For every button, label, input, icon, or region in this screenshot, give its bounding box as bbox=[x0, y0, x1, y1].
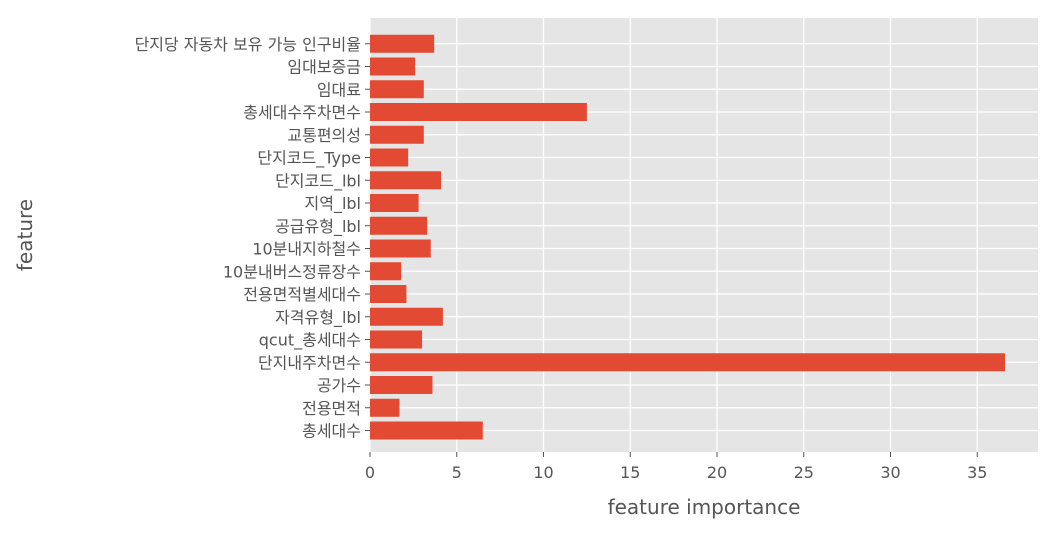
x-tick-labels: 0 5 10 15 20 25 30 35 bbox=[365, 452, 987, 482]
bar bbox=[370, 103, 587, 121]
y-tick-label: qcut_총세대수 bbox=[259, 331, 361, 351]
x-tick-label: 5 bbox=[452, 463, 462, 482]
bar bbox=[370, 57, 416, 76]
y-tick-label: 단지당 자동차 보유 가능 인구비율 bbox=[135, 35, 361, 54]
y-tick-label: 10분내지하철수 bbox=[252, 240, 361, 259]
bar bbox=[370, 398, 400, 417]
bar bbox=[370, 285, 407, 303]
x-tick-label: 30 bbox=[880, 463, 900, 482]
x-tick-label: 20 bbox=[707, 463, 727, 482]
bar bbox=[370, 80, 424, 99]
y-tick-label: 공가수 bbox=[317, 376, 361, 395]
bar bbox=[370, 353, 1006, 372]
bars bbox=[370, 34, 1006, 440]
bar bbox=[370, 148, 409, 167]
x-axis-title: feature importance bbox=[608, 495, 801, 519]
y-tick-label: 교통편의성 bbox=[287, 126, 361, 145]
y-tick-label: 단지내주차면수 bbox=[258, 353, 361, 372]
x-tick-label: 10 bbox=[533, 463, 553, 482]
bar bbox=[370, 376, 433, 394]
x-tick-label: 15 bbox=[620, 463, 640, 482]
x-tick-label: 25 bbox=[794, 463, 814, 482]
y-tick-label: 단지코드_lbl bbox=[275, 171, 361, 191]
y-tick-label: 전용면적 bbox=[302, 399, 361, 418]
bar bbox=[370, 171, 442, 190]
plot-background bbox=[370, 18, 1038, 452]
y-tick-label: 임대보증금 bbox=[287, 58, 361, 77]
bar bbox=[370, 239, 431, 258]
bar bbox=[370, 421, 483, 440]
bar bbox=[370, 34, 435, 53]
x-tick-label: 0 bbox=[365, 463, 375, 482]
y-tick-label: 자격유형_lbl bbox=[275, 308, 361, 328]
y-tick-label: 임대료 bbox=[317, 80, 361, 99]
bar bbox=[370, 262, 402, 281]
y-tick-label: 공급유형_lbl bbox=[275, 217, 361, 237]
y-tick-label: 총세대수 bbox=[302, 422, 361, 441]
bar bbox=[370, 307, 443, 326]
bar bbox=[370, 194, 419, 212]
y-tick-label: 단지코드_Type bbox=[257, 149, 361, 169]
bar bbox=[370, 216, 428, 235]
y-axis-title: feature bbox=[13, 199, 37, 271]
y-tick-label: 10분내버스정류장수 bbox=[223, 262, 361, 281]
y-tick-label: 전용면적별세대수 bbox=[243, 285, 361, 304]
y-tick-labels: 총세대수 전용면적 공가수 단지내주차면수 qcut_총세대수 자격유형_lbl 전용면적별… bbox=[135, 35, 370, 441]
x-tick-label: 35 bbox=[967, 463, 987, 482]
y-tick-label: 총세대수주차면수 bbox=[243, 103, 361, 122]
bar bbox=[370, 330, 423, 349]
y-tick-label: 지역_lbl bbox=[305, 194, 362, 214]
bar bbox=[370, 125, 424, 144]
